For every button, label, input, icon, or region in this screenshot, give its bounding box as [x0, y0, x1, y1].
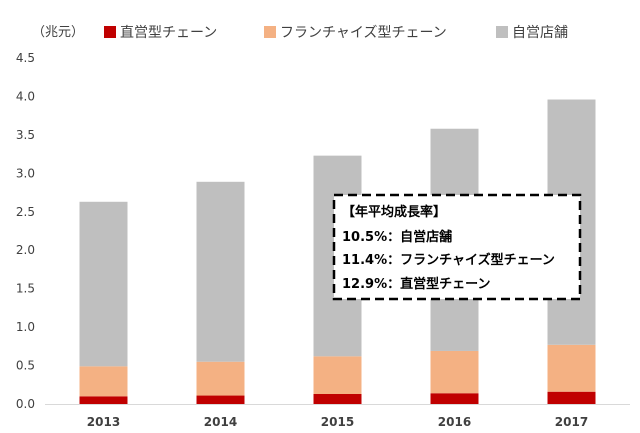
bar-segment — [196, 181, 245, 362]
y-tick-label: 4.0 — [16, 89, 35, 103]
axis-layer: 0.0 0.5 1.0 1.5 2.0 2.5 3.0 3.5 4.0 4.5 2013 2014 20… — [16, 51, 630, 429]
bar-segment — [430, 393, 479, 404]
bar-segment — [196, 361, 245, 396]
annotation-line-1: 10.5%：自営店舗 — [342, 229, 452, 245]
bar-segment — [79, 366, 128, 397]
y-tick-label: 0.5 — [16, 359, 35, 373]
y-tick-label: 3.0 — [16, 166, 35, 180]
y-tick-label: 2.0 — [16, 243, 35, 257]
bar-segment — [79, 201, 128, 367]
x-tick-label: 2016 — [438, 415, 471, 429]
x-tick-label: 2013 — [87, 415, 120, 429]
x-tick-label: 2014 — [204, 415, 237, 429]
legend-swatch — [496, 26, 508, 38]
bar-segment — [196, 395, 245, 404]
x-tick-label: 2017 — [555, 415, 588, 429]
unit-label: （兆元） — [32, 25, 84, 40]
bar-segment — [430, 350, 479, 394]
y-tick-label: 0.0 — [16, 397, 35, 411]
y-tick-label: 1.0 — [16, 320, 35, 334]
annotation-line-2: 11.4%：フランチャイズ型チェーン — [342, 252, 555, 268]
legend-label: フランチャイズ型チェーン — [280, 25, 447, 41]
y-tick-label: 3.5 — [16, 128, 35, 142]
annotation-box — [332, 193, 582, 301]
bar-segment — [547, 344, 596, 392]
annotation-line-3: 12.9%：直営型チェーン — [342, 276, 490, 292]
legend-swatch — [264, 26, 276, 38]
bar-segment — [547, 391, 596, 404]
y-tick-label: 1.5 — [16, 282, 35, 296]
annotation-title: 【年平均成長率】 — [342, 204, 446, 220]
bars-layer — [79, 99, 596, 404]
bar-segment — [313, 394, 362, 404]
growth-rate-annotation: 【年平均成長率】 10.5%：自営店舗 11.4%：フランチャイズ型チェーン 1… — [332, 193, 582, 301]
legend-label: 直営型チェーン — [120, 24, 217, 41]
legend-label: 自営店舗 — [512, 25, 568, 41]
bar-segment — [313, 356, 362, 395]
x-tick-label: 2015 — [321, 415, 354, 429]
bar-segment — [79, 396, 128, 404]
legend: 直営型チェーン フランチャイズ型チェーン 自営店舗 — [104, 24, 568, 41]
y-tick-label: 4.5 — [16, 51, 35, 65]
legend-swatch — [104, 26, 116, 38]
y-tick-label: 2.5 — [16, 205, 35, 219]
